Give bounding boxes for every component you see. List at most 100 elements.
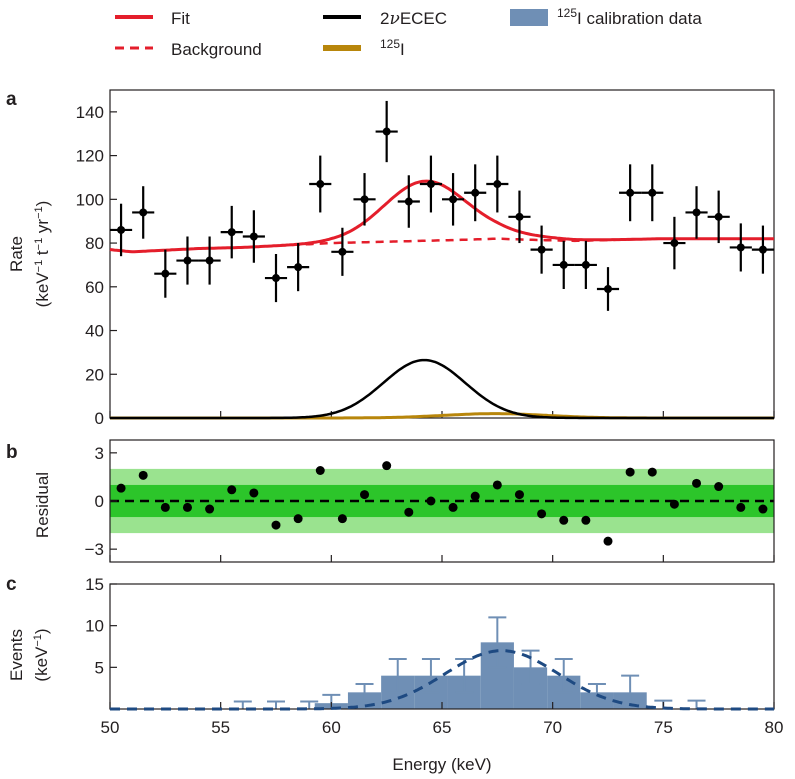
rate-data-point xyxy=(663,216,686,270)
panel-c-xtick-label: 60 xyxy=(322,718,341,737)
rate-marker xyxy=(515,212,524,221)
panel-a-ylabel-line2: (keV−1 t−1 yr−1) xyxy=(33,201,52,308)
residual-point xyxy=(227,485,237,495)
rate-data-point xyxy=(486,155,509,213)
residual-point xyxy=(337,514,347,524)
panel-a-rate-plot: 0 20 40 60 80 100 120 140 Rate (keV−1 t−1 yr−1) xyxy=(7,89,775,428)
calibration-bin xyxy=(513,649,548,709)
rate-data-point xyxy=(154,249,177,298)
rate-marker xyxy=(581,260,590,269)
rate-marker xyxy=(758,245,767,254)
panel-b-ytick-label: −3 xyxy=(85,540,104,559)
calibration-bin xyxy=(233,700,252,709)
calibration-bin xyxy=(687,699,706,709)
rate-marker xyxy=(404,197,413,206)
rate-marker xyxy=(714,212,723,221)
panel-a-ytick-label: 60 xyxy=(85,278,104,297)
calibration-bin xyxy=(300,700,319,709)
rate-marker xyxy=(139,208,148,217)
rate-marker xyxy=(493,180,502,189)
residual-point xyxy=(271,520,281,530)
rate-marker xyxy=(604,284,612,293)
rate-marker xyxy=(249,232,258,241)
panel-a-ytick-label: 100 xyxy=(76,190,104,209)
residual-point xyxy=(360,490,370,500)
panel-letter-b: b xyxy=(6,442,18,463)
residual-point xyxy=(293,514,303,524)
panel-c-ytick-label: 5 xyxy=(95,658,104,677)
residual-point xyxy=(160,502,170,512)
rate-marker xyxy=(272,274,280,283)
rate-data-point xyxy=(574,240,597,289)
rate-data-point xyxy=(729,223,752,272)
rate-data-point xyxy=(442,173,465,226)
panel-c-xtick-label: 80 xyxy=(765,718,784,737)
rate-marker xyxy=(559,260,568,269)
rate-marker xyxy=(316,180,325,189)
panel-c-xtick-label: 55 xyxy=(211,718,230,737)
panel-b-ylabel: Residual xyxy=(33,472,52,538)
rate-data-point xyxy=(596,267,620,311)
calib-legend-swatch xyxy=(510,9,548,26)
panel-a-ytick-label: 80 xyxy=(85,234,104,253)
residual-point xyxy=(426,496,436,506)
residual-point xyxy=(736,502,746,512)
residual-point xyxy=(647,467,657,477)
panel-c-xtick-label: 50 xyxy=(101,718,120,737)
rate-marker xyxy=(183,256,192,265)
rate-data-point xyxy=(751,225,774,274)
calibration-bin xyxy=(267,700,285,709)
residual-point xyxy=(205,504,215,514)
residual-point xyxy=(625,467,635,477)
rate-marker xyxy=(294,263,303,272)
panel-c-ylabel-line1: Events xyxy=(7,629,26,681)
rate-marker xyxy=(382,127,391,136)
residual-point xyxy=(249,488,259,498)
rate-data-point xyxy=(530,225,553,274)
rate-marker xyxy=(227,228,236,237)
residual-point xyxy=(581,515,591,525)
rate-data-point xyxy=(685,186,708,239)
panel-letter-c: c xyxy=(6,574,17,595)
panel-a-ytick-label: 120 xyxy=(76,147,104,166)
rate-marker xyxy=(471,188,480,197)
fit-legend-label: Fit xyxy=(171,9,190,28)
rate-data-point xyxy=(508,190,531,244)
ecec-curve xyxy=(110,358,774,420)
panel-c-xtick-label: 75 xyxy=(654,718,673,737)
rate-marker xyxy=(161,269,170,278)
panel-c-ytick-label: 15 xyxy=(85,575,104,594)
calibration-bin xyxy=(381,658,415,709)
panel-a-ytick-label: 0 xyxy=(95,409,104,428)
rate-data-point xyxy=(464,164,487,222)
rate-data-point xyxy=(242,210,265,263)
residual-point xyxy=(603,536,613,546)
rate-marker xyxy=(537,245,546,254)
panel-a-ytick-label: 20 xyxy=(85,365,104,384)
rate-marker xyxy=(449,195,458,204)
background-legend-label: Background xyxy=(171,40,262,59)
rate-marker xyxy=(648,188,657,197)
rate-data-point xyxy=(619,164,642,222)
residual-point xyxy=(404,507,414,517)
panel-c-ylabel-line2: (keV−1) xyxy=(32,628,51,681)
rate-marker xyxy=(692,208,701,217)
panel-c-ytick-label: 10 xyxy=(85,617,104,636)
panel-letter-a: a xyxy=(6,89,17,110)
calibration-bin xyxy=(480,616,514,709)
rate-marker xyxy=(338,247,347,256)
rate-marker xyxy=(426,180,435,189)
rate-data-point xyxy=(176,236,199,285)
rate-data-point xyxy=(132,186,155,239)
residual-point xyxy=(514,490,524,500)
panel-c-xtick-label: 65 xyxy=(433,718,452,737)
panel-c-calibration-plot: 5 10 15 50 55 60 65 70 75 80 Events (keV−1) Energ… xyxy=(7,575,783,774)
rate-marker xyxy=(670,239,679,248)
rate-data-point xyxy=(264,254,288,303)
panel-c-xtick-label: 70 xyxy=(543,718,562,737)
rate-data-point xyxy=(419,155,442,213)
residual-point xyxy=(537,509,547,519)
panel-b-residual-plot: −3 0 3 Residual xyxy=(33,439,775,563)
rate-data-point xyxy=(110,203,133,257)
